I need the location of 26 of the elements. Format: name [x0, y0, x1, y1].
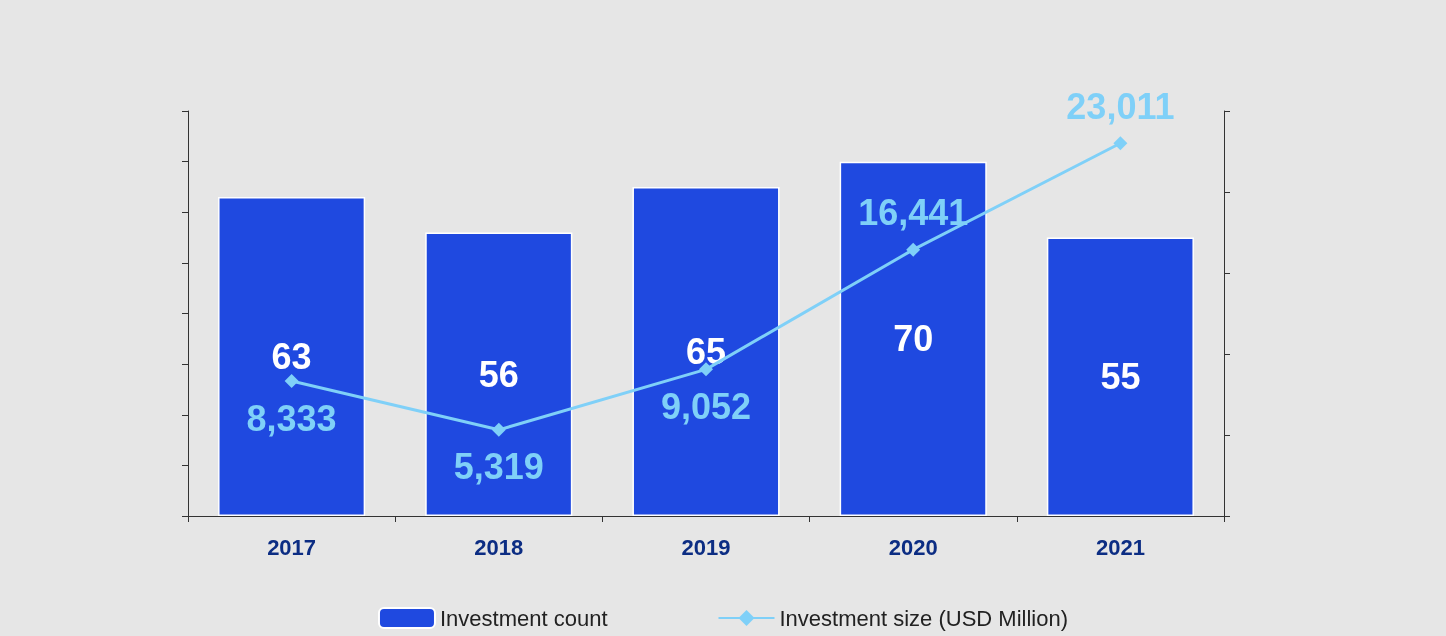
data-label: 63 — [271, 336, 312, 378]
x-tick-label: 2017 — [267, 534, 317, 560]
bar — [218, 197, 366, 516]
data-label: 56 — [478, 353, 519, 395]
data-label: 5,319 — [453, 446, 544, 488]
data-label: 70 — [893, 318, 934, 360]
data-label: 55 — [1100, 356, 1141, 398]
bar — [425, 232, 573, 516]
data-label: 9,052 — [660, 385, 752, 427]
bar — [839, 161, 987, 516]
data-label: 65 — [685, 330, 727, 372]
x-tick-label: 2018 — [474, 534, 524, 560]
point — [1113, 136, 1128, 151]
legend-label: Investment count — [439, 605, 608, 631]
x-tick-label: 2020 — [888, 534, 938, 560]
data-label: 23,011 — [1066, 85, 1175, 127]
bar — [1046, 237, 1194, 516]
x-tick-label: 2019 — [681, 534, 731, 560]
bar — [632, 186, 780, 516]
point — [491, 422, 506, 437]
point — [906, 242, 921, 257]
data-label: 8,333 — [246, 397, 337, 439]
data-label: 16,441 — [858, 192, 969, 234]
x-tick-label: 2021 — [1095, 534, 1145, 560]
legend-label: Investment size (USD Million) — [779, 605, 1069, 631]
point — [284, 374, 299, 389]
